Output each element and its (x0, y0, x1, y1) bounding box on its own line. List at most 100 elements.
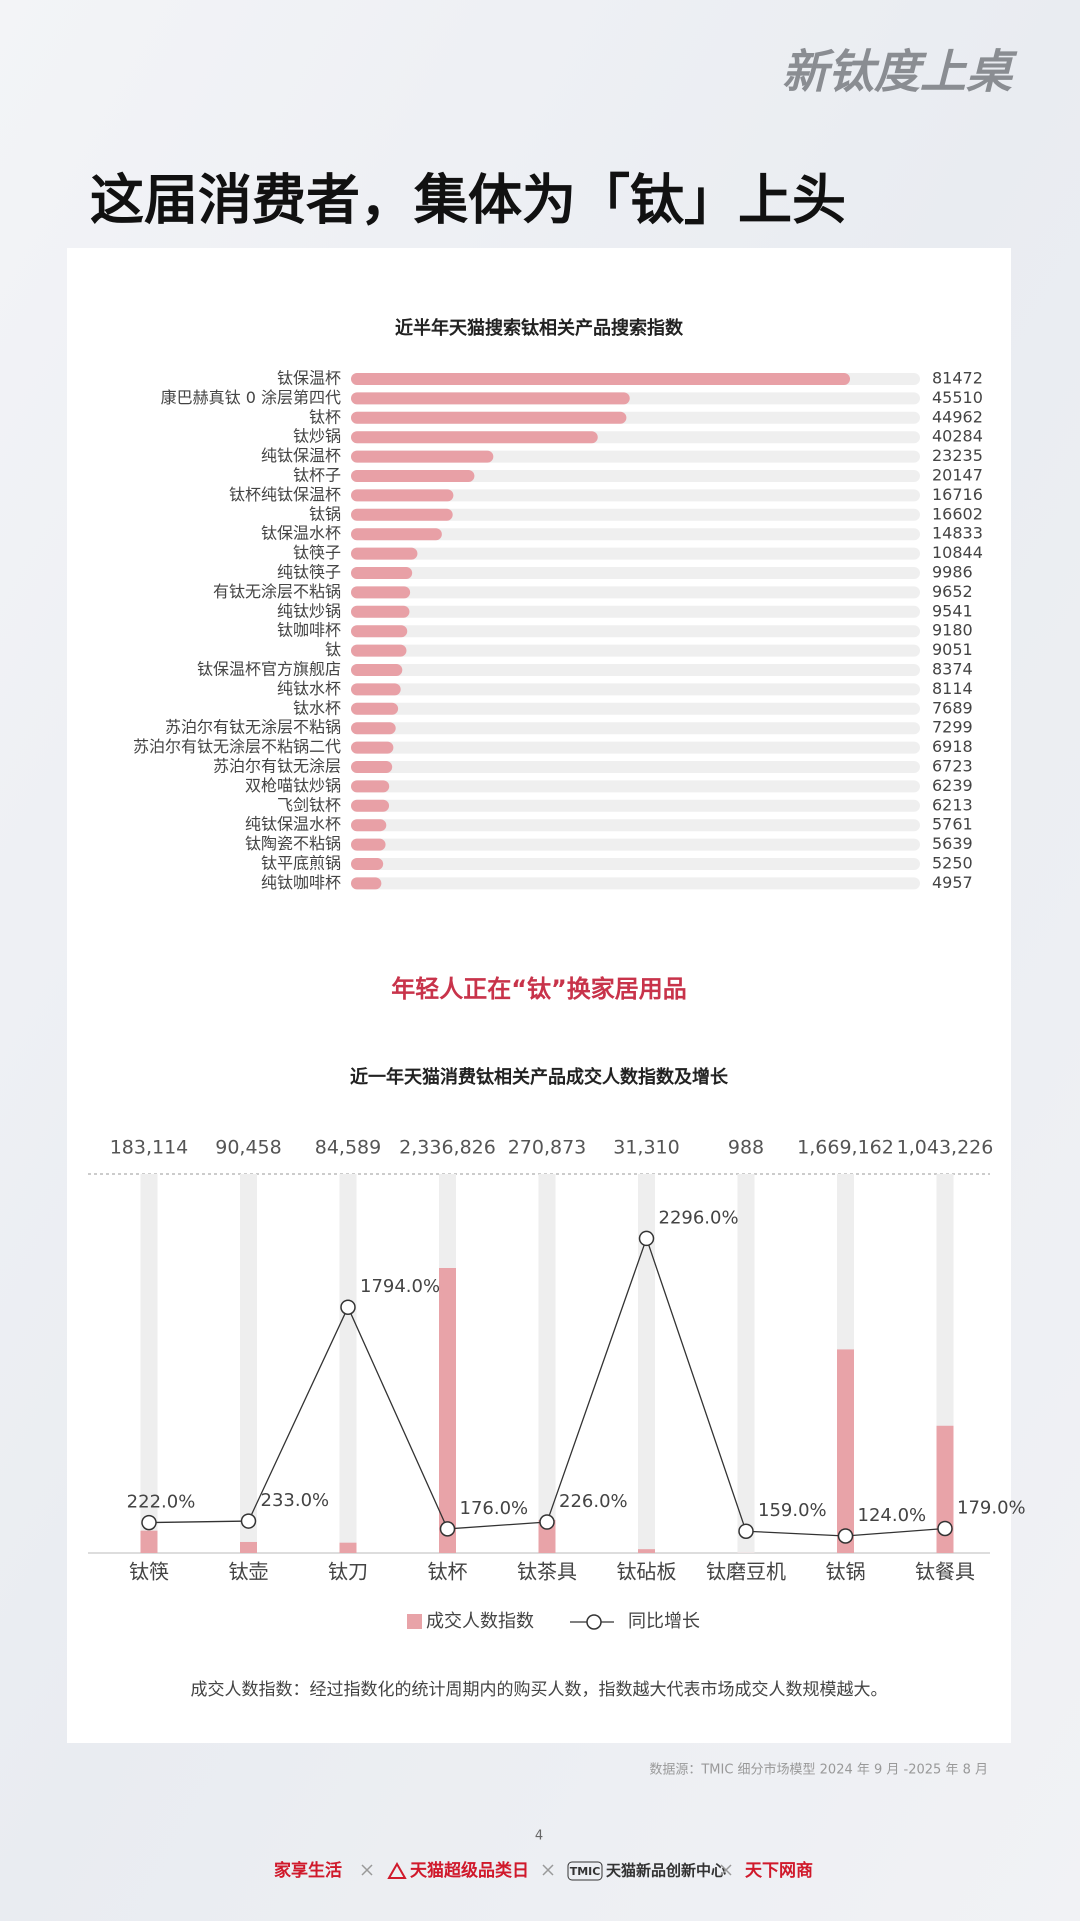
value-label: 45510 (932, 388, 983, 407)
category-label: 钛 (325, 640, 341, 659)
bar (439, 1268, 456, 1553)
bar-track (351, 877, 920, 889)
value-label: 9986 (932, 563, 973, 582)
bar (351, 392, 630, 404)
bar (351, 683, 401, 695)
category-label: 有钛无涂层不粘锅 (213, 582, 341, 601)
bar-track (240, 1174, 257, 1553)
category-label: 康巴赫真钛 0 涂层第四代 (161, 388, 341, 407)
legend-swatch (407, 1614, 422, 1629)
bar (351, 877, 381, 889)
value-label: 8374 (932, 660, 973, 679)
value-label: 7689 (932, 698, 973, 717)
bar (351, 373, 850, 385)
x-tick-label: 钛杯 (428, 1560, 468, 1584)
note: 成交人数指数：经过指数化的统计周期内的购买人数，指数越大代表市场成交人数规模越大… (191, 1680, 888, 1700)
bar-value-label: 84,589 (315, 1137, 381, 1159)
x-tick-label: 钛茶具 (517, 1560, 577, 1584)
x-tick-label: 钛筷 (129, 1560, 169, 1584)
value-label: 40284 (932, 427, 983, 446)
growth-label: 176.0% (460, 1498, 529, 1519)
legend-label: 成交人数指数 (426, 1611, 534, 1632)
bar (351, 664, 402, 676)
value-label: 6918 (932, 737, 973, 756)
bar-track (351, 722, 920, 734)
bar-track (351, 761, 920, 773)
bar-track (738, 1174, 755, 1553)
bar-track (351, 780, 920, 792)
value-label: 9051 (932, 640, 973, 659)
growth-point (142, 1516, 156, 1530)
value-label: 9652 (932, 582, 973, 601)
bar-track (351, 567, 920, 579)
bar (141, 1531, 158, 1553)
category-label: 苏泊尔有钛无涂层不粘锅 (165, 718, 341, 737)
bar (351, 431, 598, 443)
bar (351, 451, 493, 463)
category-label: 纯钛保温水杯 (245, 815, 341, 834)
bar (351, 645, 406, 657)
bar-track (351, 548, 920, 560)
x-tick-label: 钛餐具 (915, 1560, 975, 1584)
growth-label: 124.0% (858, 1505, 927, 1526)
category-label: 钛杯子 (293, 466, 341, 485)
category-label: 钛陶瓷不粘锅 (245, 834, 341, 853)
value-label: 9180 (932, 621, 973, 640)
category-label: 飞剑钛杯 (277, 795, 341, 814)
bar-value-label: 183,114 (110, 1137, 189, 1159)
value-label: 6239 (932, 776, 973, 795)
bar (351, 606, 409, 618)
bar-value-label: 988 (728, 1137, 764, 1159)
growth-label: 226.0% (559, 1491, 628, 1512)
growth-label: 159.0% (758, 1500, 827, 1521)
bar (351, 586, 410, 598)
bar-track (539, 1174, 556, 1553)
bar-value-label: 2,336,826 (399, 1137, 496, 1159)
category-label: 苏泊尔有钛无涂层 (213, 757, 341, 776)
legend-marker (587, 1615, 601, 1629)
growth-label: 179.0% (957, 1497, 1026, 1518)
value-label: 10844 (932, 543, 983, 562)
bar-track (351, 664, 920, 676)
bar (351, 819, 386, 831)
bar-track (351, 858, 920, 870)
value-label: 44962 (932, 407, 983, 426)
category-label: 钛咖啡杯 (277, 621, 341, 640)
bar (340, 1543, 357, 1553)
x-tick-label: 钛锅 (826, 1560, 866, 1584)
bar-value-label: 31,310 (613, 1137, 679, 1159)
page-number: 4 (535, 1829, 543, 1844)
bar (351, 412, 626, 424)
growth-label: 2296.0% (659, 1207, 739, 1228)
chart-title: 近半年天猫搜索钛相关产品搜索指数 (395, 317, 684, 339)
bar-track (351, 606, 920, 618)
bar-track (351, 586, 920, 598)
x-tick-label: 钛刀 (328, 1560, 368, 1584)
legend-label: 同比增长 (628, 1611, 700, 1632)
growth-point (839, 1529, 853, 1543)
value-label: 7299 (932, 718, 973, 737)
value-label: 20147 (932, 466, 983, 485)
bar (351, 528, 442, 540)
bar-track (340, 1174, 357, 1553)
bar-track (351, 742, 920, 754)
growth-point (341, 1300, 355, 1314)
value-label: 5639 (932, 834, 973, 853)
category-label: 钛保温杯官方旗舰店 (197, 660, 341, 679)
bar-track (351, 683, 920, 695)
growth-point (441, 1522, 455, 1536)
footer-brand: 天猫超级品类日 (410, 1860, 529, 1881)
x-tick-label: 钛磨豆机 (706, 1560, 786, 1584)
category-label: 钛杯 (309, 407, 341, 426)
bar (351, 780, 389, 792)
category-label: 钛筷子 (293, 543, 341, 562)
category-label: 苏泊尔有钛无涂层不粘锅二代 (133, 737, 341, 756)
category-label: 纯钛水杯 (277, 679, 341, 698)
growth-point (640, 1231, 654, 1245)
value-label: 8114 (932, 679, 973, 698)
growth-label: 1794.0% (360, 1276, 440, 1297)
bar-value-label: 270,873 (508, 1137, 587, 1159)
bar (351, 703, 398, 715)
